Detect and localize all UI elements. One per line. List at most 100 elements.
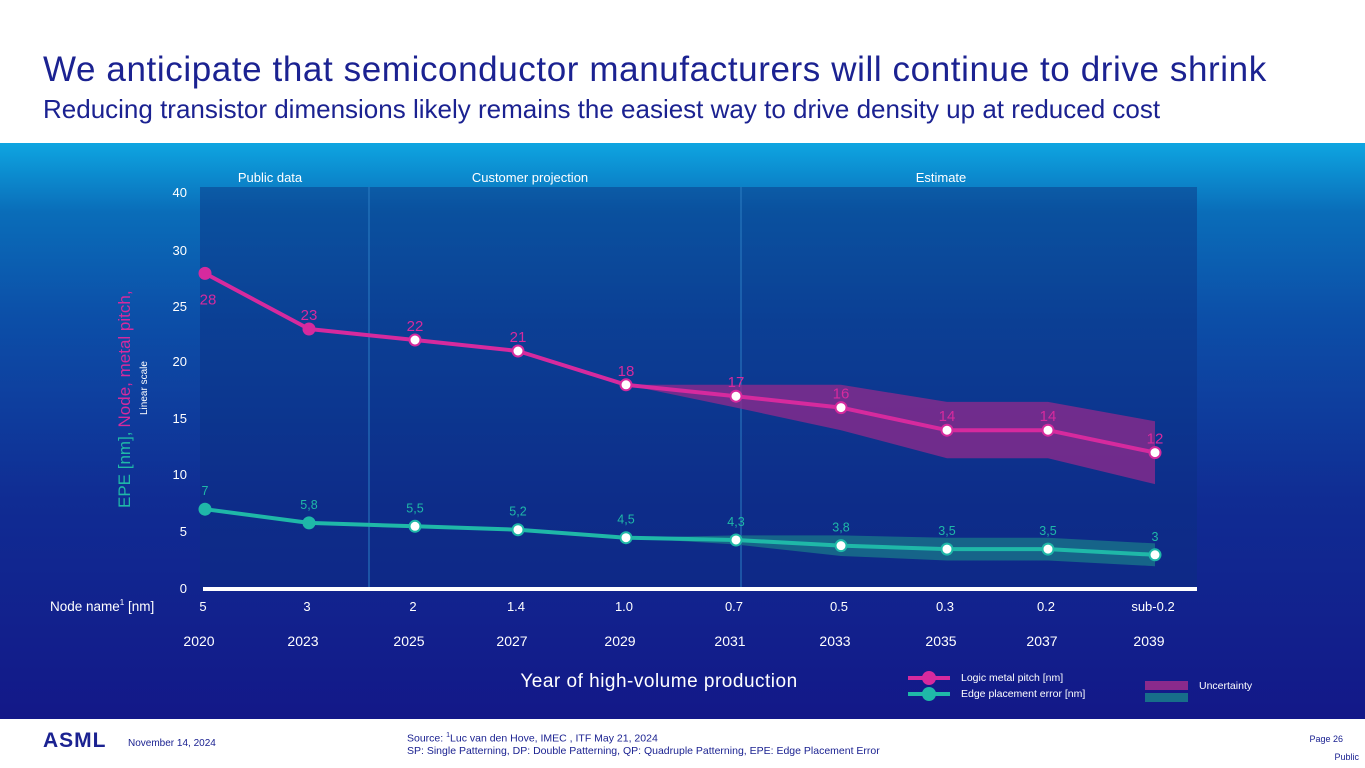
- y-axis-label: EPE [nm], Node, metal pitch,: [115, 290, 134, 508]
- node-row-label-sup: 1: [120, 598, 125, 607]
- node-name-label: 0.3: [936, 599, 954, 614]
- year-label: 2027: [496, 633, 527, 649]
- legend-uncertainty-label: Uncertainty: [1199, 680, 1253, 692]
- epe-data-label: 3,8: [832, 521, 849, 535]
- legend-logic-label: Logic metal pitch [nm]: [961, 672, 1063, 684]
- logic-data-label: 16: [833, 386, 850, 403]
- epe-data-label: 3: [1152, 530, 1159, 544]
- phase-label-customer: Customer projection: [472, 170, 588, 185]
- node-name-row: 5 3 2 1.4 1.0 0.7 0.5 0.3 0.2 sub-0.2: [199, 599, 1174, 614]
- y-axis-label-epe: EPE [nm],: [115, 431, 134, 508]
- epe-point: [834, 539, 848, 553]
- phase-label-public: Public data: [238, 170, 303, 185]
- epe-data-label: 5,8: [300, 498, 317, 512]
- logic-point: [1041, 423, 1055, 437]
- logic-point: [198, 266, 212, 280]
- epe-point: [619, 531, 633, 545]
- logic-point: [619, 378, 633, 392]
- y-axis-scale-label: Linear scale: [139, 361, 150, 415]
- logic-data-label: 22: [407, 318, 424, 335]
- footer: [0, 719, 1365, 768]
- logic-point: [834, 401, 848, 415]
- node-name-label: sub-0.2: [1131, 599, 1174, 614]
- logic-data-label: 14: [1040, 408, 1057, 425]
- legend-epe-marker: [922, 687, 936, 701]
- footer-date: November 14, 2024: [128, 738, 216, 749]
- logic-data-label: 17: [728, 374, 745, 391]
- year-label: 2023: [287, 633, 318, 649]
- logic-pitch-line: [204, 271, 1156, 455]
- legend-uncertainty-epe-swatch: [1145, 693, 1188, 702]
- node-name-label: 5: [199, 599, 206, 614]
- logic-point: [729, 389, 743, 403]
- epe-point: [408, 519, 422, 533]
- epe-data-label: 3,5: [1039, 524, 1056, 538]
- year-label: 2029: [604, 633, 635, 649]
- year-label: 2033: [819, 633, 850, 649]
- epe-point: [1148, 548, 1162, 562]
- node-name-label: 0.5: [830, 599, 848, 614]
- source-sup: 1: [446, 732, 451, 739]
- year-row: 2020 2023 2025 2027 2029 2031 2033 2035 2037 2039: [183, 633, 1164, 649]
- y-tick-label: 20: [173, 354, 187, 369]
- y-tick-label: 40: [173, 185, 187, 200]
- epe-data-label: 4,5: [617, 513, 634, 527]
- epe-point: [302, 516, 316, 530]
- logic-point: [940, 423, 954, 437]
- year-label: 2025: [393, 633, 424, 649]
- y-tick-label: 10: [173, 467, 187, 482]
- y-tick-label: 0: [180, 581, 187, 596]
- epe-data-label: 7: [202, 484, 209, 498]
- node-name-label: 2: [409, 599, 416, 614]
- series-lines: [204, 271, 1156, 557]
- node-name-label: 0.2: [1037, 599, 1055, 614]
- logic-data-label: 12: [1147, 431, 1164, 448]
- year-label: 2020: [183, 633, 214, 649]
- logic-point: [302, 322, 316, 336]
- y-tick-label: 30: [173, 243, 187, 258]
- y-axis-ticks: 40 30 25 20 15 10 5 0: [173, 185, 187, 596]
- y-tick-label: 25: [173, 299, 187, 314]
- epe-data-label: 4,3: [727, 515, 744, 529]
- page-number: Page 26: [1309, 734, 1343, 744]
- epe-point: [1041, 542, 1055, 556]
- node-row-label-unit: [nm]: [124, 599, 154, 614]
- phase-label-estimate: Estimate: [916, 170, 967, 185]
- y-tick-label: 15: [173, 411, 187, 426]
- year-label: 2031: [714, 633, 745, 649]
- logic-point: [511, 344, 525, 358]
- node-name-label: 1.4: [507, 599, 525, 614]
- logic-data-label: 18: [618, 363, 635, 380]
- node-name-label: 0.7: [725, 599, 743, 614]
- epe-point: [940, 542, 954, 556]
- source-text: Luc van den Hove, IMEC , ITF May 21, 202…: [450, 732, 658, 745]
- uncertainty-band-logic: [626, 384, 1155, 485]
- y-axis-label-node: Node, metal pitch,: [115, 290, 134, 427]
- node-row-label-text: Node name: [50, 599, 120, 614]
- logic-data-label: 21: [510, 329, 527, 346]
- legend-epe-label: Edge placement error [nm]: [961, 688, 1085, 700]
- slide-subtitle: Reducing transistor dimensions likely re…: [43, 94, 1161, 124]
- logic-point: [408, 333, 422, 347]
- epe-data-label: 5,2: [509, 505, 526, 519]
- data-labels: 28 23 22 21 18 17 16 14 14 12 7 5,8 5,5 5,2 4,5 4,3 3,8 3…: [200, 291, 1164, 543]
- source-line: Source: 1Luc van den Hove, IMEC , ITF Ma…: [407, 732, 658, 745]
- epe-data-label: 3,5: [938, 524, 955, 538]
- x-axis-title: Year of high-volume production: [520, 671, 797, 692]
- epe-point: [198, 502, 212, 516]
- node-row-label: Node name1 [nm]: [50, 598, 154, 614]
- epe-point: [729, 533, 743, 547]
- data-markers: [198, 266, 1162, 562]
- node-name-label: 3: [303, 599, 310, 614]
- asml-logo: ASML: [43, 729, 107, 752]
- year-label: 2035: [925, 633, 956, 649]
- legend-uncertainty-logic-swatch: [1145, 681, 1188, 690]
- logic-data-label: 14: [939, 408, 956, 425]
- legend-logic-marker: [922, 671, 936, 685]
- classification-label: Public: [1334, 752, 1359, 762]
- logic-data-label: 23: [301, 307, 318, 324]
- year-label: 2039: [1133, 633, 1164, 649]
- epe-line: [204, 507, 1156, 557]
- node-name-label: 1.0: [615, 599, 633, 614]
